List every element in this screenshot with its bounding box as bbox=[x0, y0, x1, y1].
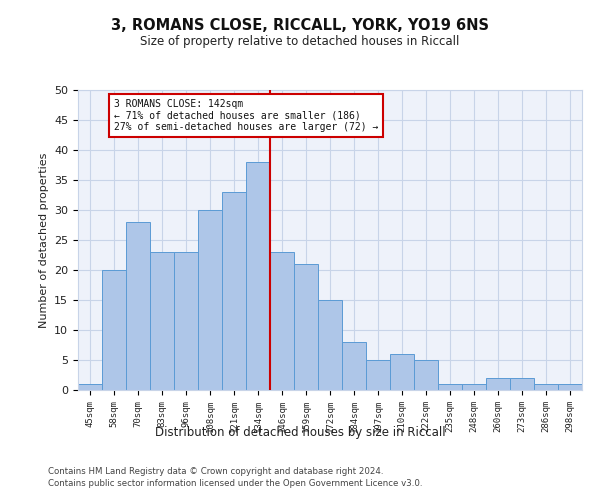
Bar bbox=[414, 360, 438, 390]
Bar bbox=[534, 384, 558, 390]
Bar bbox=[390, 354, 414, 390]
Text: Size of property relative to detached houses in Riccall: Size of property relative to detached ho… bbox=[140, 35, 460, 48]
Y-axis label: Number of detached properties: Number of detached properties bbox=[38, 152, 49, 328]
Bar bbox=[150, 252, 174, 390]
Text: 3, ROMANS CLOSE, RICCALL, YORK, YO19 6NS: 3, ROMANS CLOSE, RICCALL, YORK, YO19 6NS bbox=[111, 18, 489, 32]
Bar bbox=[510, 378, 534, 390]
Bar bbox=[78, 384, 102, 390]
Text: 3 ROMANS CLOSE: 142sqm
← 71% of detached houses are smaller (186)
27% of semi-de: 3 ROMANS CLOSE: 142sqm ← 71% of detached… bbox=[114, 99, 379, 132]
Bar bbox=[342, 342, 366, 390]
Bar bbox=[486, 378, 510, 390]
Bar bbox=[294, 264, 318, 390]
Bar bbox=[318, 300, 342, 390]
Bar bbox=[462, 384, 486, 390]
Bar bbox=[102, 270, 126, 390]
Text: Contains public sector information licensed under the Open Government Licence v3: Contains public sector information licen… bbox=[48, 479, 422, 488]
Text: Contains HM Land Registry data © Crown copyright and database right 2024.: Contains HM Land Registry data © Crown c… bbox=[48, 467, 383, 476]
Bar bbox=[366, 360, 390, 390]
Bar bbox=[174, 252, 198, 390]
Bar bbox=[222, 192, 246, 390]
Bar bbox=[558, 384, 582, 390]
Bar bbox=[246, 162, 270, 390]
Bar bbox=[198, 210, 222, 390]
Text: Distribution of detached houses by size in Riccall: Distribution of detached houses by size … bbox=[155, 426, 445, 439]
Bar bbox=[438, 384, 462, 390]
Bar bbox=[270, 252, 294, 390]
Bar bbox=[126, 222, 150, 390]
